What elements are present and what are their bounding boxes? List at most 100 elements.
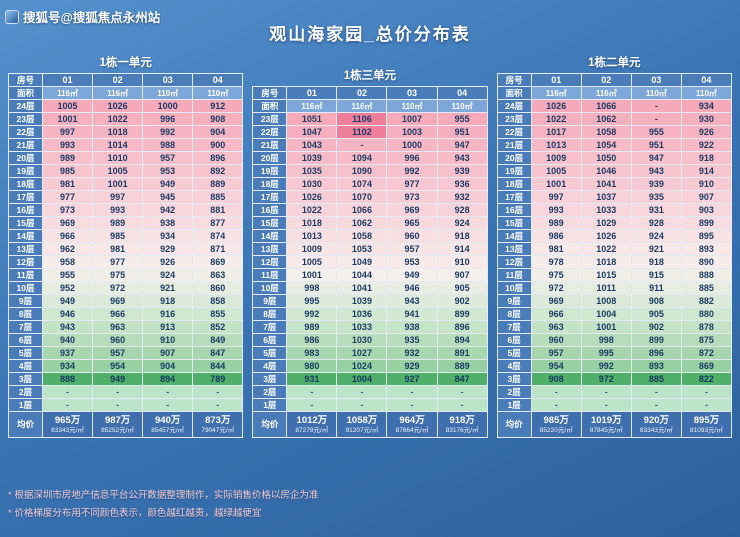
avg-price-cell: 895万 81093元/㎡ — [680, 411, 732, 438]
price-cell: 847 — [192, 346, 244, 360]
floor-label: 1层 — [8, 398, 43, 412]
price-cell: 1074 — [336, 177, 388, 191]
price-cell: 938 — [386, 320, 438, 334]
page-title: 观山海家园_总价分布表 — [269, 25, 471, 44]
floor-row: 21层 993 1014 988 900 — [8, 138, 244, 152]
avg-total-price: 918万 — [449, 414, 475, 426]
price-cell: 889 — [436, 359, 488, 373]
price-cell: 1018 — [286, 216, 338, 230]
room-number: 04 — [680, 73, 732, 87]
price-cell: 1004 — [336, 372, 388, 386]
area-header: 面积 — [252, 99, 288, 113]
price-cell: 989 — [530, 216, 582, 230]
price-cell: 907 — [436, 268, 488, 282]
price-cell: 928 — [630, 216, 682, 230]
avg-label: 均价 — [496, 411, 532, 438]
area-value: 116㎡ — [92, 86, 144, 100]
floor-label: 21层 — [8, 138, 43, 152]
price-cell: 989 — [92, 216, 144, 230]
price-cell: 1022 — [580, 242, 632, 256]
floor-label: 8层 — [252, 307, 288, 321]
unit-price-table: 房号 01 02 03 04 面积 116㎡ 116㎡ 110㎡ 110㎡ 23层 1051 1106 1… — [252, 86, 488, 438]
price-cell: - — [336, 398, 388, 412]
price-cell: - — [386, 398, 438, 412]
price-cell: - — [286, 398, 338, 412]
price-cell: 1022 — [286, 203, 338, 217]
price-cell: 935 — [630, 190, 682, 204]
floor-row: 15层 969 989 938 877 — [8, 216, 244, 230]
floor-row: 7层 989 1033 938 896 — [252, 320, 488, 334]
price-cell: 1050 — [580, 151, 632, 165]
floor-label: 10层 — [496, 281, 532, 295]
floor-row: 2层 - - - - — [496, 385, 732, 399]
floor-label: 17层 — [496, 190, 532, 204]
price-cell: 900 — [192, 138, 244, 152]
price-cell: - — [436, 398, 488, 412]
floor-row: 9层 949 969 918 858 — [8, 294, 244, 308]
floor-row: 23层 1051 1106 1007 955 — [252, 112, 488, 126]
price-cell: 1047 — [286, 125, 338, 139]
floor-label: 18层 — [252, 177, 288, 191]
floor-label: 9层 — [496, 294, 532, 308]
price-cell: 1003 — [386, 125, 438, 139]
price-cell: 908 — [630, 294, 682, 308]
price-cell: 952 — [41, 281, 94, 295]
avg-unit-price: 87278元/㎡ — [295, 426, 329, 434]
unit-price-table: 房号 01 02 03 04 面积 116㎡ 116㎡ 110㎡ 110㎡ 24层 1026 1066-… — [496, 73, 732, 438]
unit-title: 1栋二单元 — [588, 57, 641, 69]
floor-row: 17层 1026 1070 973 932 — [252, 190, 488, 204]
price-cell: 890 — [680, 255, 732, 269]
watermark-text: 搜狐号@搜狐焦点永州站 — [23, 11, 161, 25]
price-cell: 908 — [530, 372, 582, 386]
floor-row: 19层 1035 1090 992 939 — [252, 164, 488, 178]
price-cell: 1027 — [336, 346, 388, 360]
footnote: * 价格梯度分布用不同颜色表示，颜色越红越贵，越绿越便宜 — [8, 508, 262, 519]
price-cell: 995 — [580, 346, 632, 360]
floor-label: 18层 — [8, 177, 43, 191]
price-cell: 928 — [436, 203, 488, 217]
floor-label: 4层 — [8, 359, 43, 373]
price-cell: 1009 — [286, 242, 338, 256]
price-cell: 934 — [680, 99, 732, 113]
price-cell: - — [580, 385, 632, 399]
price-cell: 986 — [530, 229, 582, 243]
price-cell: 1030 — [286, 177, 338, 191]
room-number: 04 — [436, 86, 488, 100]
floor-row: 2层 - - - - — [8, 385, 244, 399]
price-cell: 1090 — [336, 164, 388, 178]
floor-row: 8层 992 1036 941 899 — [252, 307, 488, 321]
price-cell: - — [580, 398, 632, 412]
avg-total-price: 987万 — [104, 414, 131, 426]
price-cell: 985 — [92, 229, 144, 243]
price-cell: 963 — [92, 320, 144, 334]
floor-row: 21层 1043-1000 947 — [252, 138, 488, 152]
price-cell: 1001 — [92, 177, 144, 191]
price-cell: 943 — [630, 164, 682, 178]
price-cell: 902 — [436, 294, 488, 308]
price-cell: 1046 — [580, 164, 632, 178]
avg-unit-price: 85457元/㎡ — [151, 426, 185, 434]
price-cell: 1058 — [580, 125, 632, 139]
price-cell: - — [630, 99, 682, 113]
floor-label: 6层 — [496, 333, 532, 347]
price-cell: 914 — [436, 242, 488, 256]
floor-label: 22层 — [252, 125, 288, 139]
avg-price-cell: 920万 83343元/㎡ — [630, 411, 682, 438]
floor-label: 5层 — [8, 346, 43, 360]
unit-title: 1栋三单元 — [343, 70, 397, 82]
price-cell: 996 — [386, 151, 438, 165]
floor-row: 13层 1009 1053 957 914 — [252, 242, 488, 256]
area-header: 面积 — [496, 86, 532, 100]
floor-label: 13层 — [496, 242, 532, 256]
avg-total-price: 940万 — [155, 414, 181, 426]
floor-row: 17层 977 997 945 885 — [8, 190, 244, 204]
price-cell: - — [286, 385, 338, 399]
floor-row: 8层 966 1004 905 880 — [496, 307, 732, 321]
floor-label: 1层 — [252, 398, 288, 412]
floor-row: 5层 957 995 896 872 — [496, 346, 732, 360]
floor-row: 1层 - - - - — [252, 398, 488, 412]
price-cell: 914 — [680, 164, 732, 178]
price-cell: 963 — [530, 320, 582, 334]
price-cell: 995 — [286, 294, 338, 308]
avg-total-price: 1019万 — [590, 414, 622, 426]
